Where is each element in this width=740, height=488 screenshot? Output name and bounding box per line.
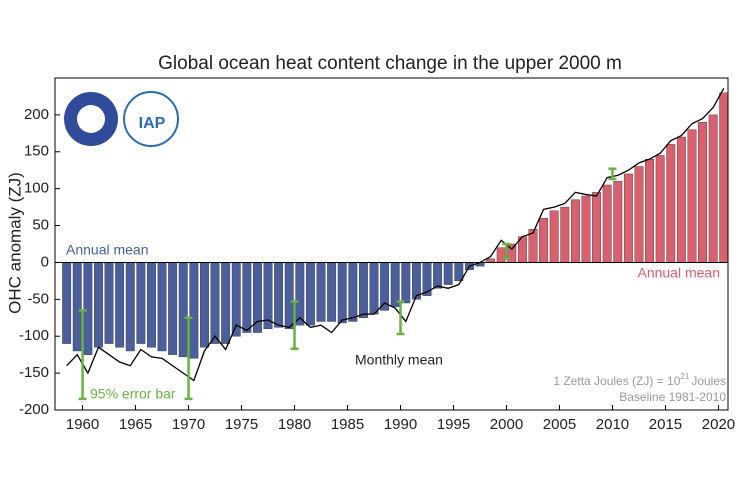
x-tick-label: 2015 [649, 416, 682, 433]
x-tick-label: 1985 [331, 416, 364, 433]
y-tick-label: 50 [32, 217, 49, 234]
x-tick-label: 1980 [278, 416, 311, 433]
y-tick-label: -150 [19, 364, 49, 381]
y-tick-label: 150 [24, 143, 49, 160]
y-tick-label: 100 [24, 180, 49, 197]
x-tick-label: 2020 [702, 416, 735, 433]
bar [316, 262, 326, 322]
bar [666, 144, 676, 263]
bar [136, 262, 146, 344]
y-tick-label: -200 [19, 401, 49, 418]
logo [123, 91, 179, 147]
error-bar [290, 300, 299, 351]
bar [263, 262, 273, 330]
error-bar [78, 309, 87, 401]
bar [539, 217, 549, 263]
bar [210, 262, 220, 344]
bar [72, 262, 82, 352]
bar [592, 192, 602, 263]
logos: IAP [64, 91, 179, 147]
bar [634, 166, 644, 263]
bar [242, 262, 252, 333]
bar [305, 262, 315, 326]
bar [698, 122, 708, 263]
bar [157, 262, 167, 352]
bar [348, 262, 358, 322]
bar [613, 181, 623, 263]
annotation: Monthly mean [355, 352, 443, 368]
note-part: 1 Zetta Joules (ZJ) = 10 [553, 374, 680, 388]
chart-title: Global ocean heat content change in the … [158, 53, 622, 74]
bar [178, 262, 188, 358]
error-bar [396, 300, 405, 336]
bar [719, 92, 729, 263]
bar [549, 210, 559, 263]
logo-text: IAP [139, 115, 166, 132]
error-bar [502, 242, 511, 261]
bar [411, 262, 421, 300]
annotation: Annual mean [637, 265, 720, 281]
annotation: 95% error bar [90, 386, 176, 402]
note-part: 21 [680, 372, 689, 381]
bar [327, 262, 337, 322]
annotation: Annual mean [66, 242, 149, 258]
bar [687, 129, 697, 263]
bar [602, 184, 612, 263]
error-bar [608, 167, 617, 181]
y-tick-label: 0 [41, 253, 49, 270]
note: Baseline 1981-2010 [619, 390, 726, 404]
x-tick-label: 2005 [543, 416, 576, 433]
bar [369, 262, 379, 315]
y-tick-label: 200 [24, 106, 49, 123]
x-tick-label: 1975 [225, 416, 258, 433]
bar [443, 262, 453, 285]
bar [221, 262, 231, 344]
bar [168, 262, 178, 355]
bar [433, 262, 443, 289]
bar [676, 136, 686, 263]
bar [274, 262, 284, 328]
y-tick-label: -50 [27, 290, 49, 307]
y-axis-label: OHC anomaly (ZJ) [5, 172, 24, 314]
bar [104, 262, 114, 344]
bar [581, 195, 591, 263]
bar [358, 262, 368, 318]
bar [390, 262, 400, 307]
bar [284, 262, 294, 330]
bar [708, 114, 718, 263]
logo [77, 105, 105, 133]
bar [147, 262, 156, 348]
x-tick-label: 1990 [384, 416, 417, 433]
x-tick-label: 2000 [490, 416, 523, 433]
bar [401, 262, 411, 304]
bar [645, 158, 655, 263]
bar [560, 206, 570, 263]
x-tick-label: 1965 [119, 416, 152, 433]
bar [623, 173, 633, 263]
x-tick-label: 1970 [172, 416, 205, 433]
bar [62, 262, 72, 344]
x-tick-label: 1960 [66, 416, 99, 433]
y-tick-label: -100 [19, 327, 49, 344]
bar [83, 262, 93, 355]
bar [125, 262, 135, 352]
x-tick-label: 2010 [596, 416, 629, 433]
bar [189, 262, 199, 359]
x-tick-label: 1995 [437, 416, 470, 433]
bar [115, 262, 125, 348]
bar [570, 199, 580, 263]
note: 1 Zetta Joules (ZJ) = 1021 Joules [553, 372, 726, 388]
error-bar [184, 316, 193, 401]
bar [94, 262, 103, 348]
bar [655, 155, 665, 263]
bar [486, 258, 496, 263]
bar [337, 262, 347, 324]
plot-frame [54, 77, 729, 411]
bar [496, 247, 506, 263]
note-part: Joules [691, 374, 726, 388]
bar [199, 262, 209, 348]
monthly-line [66, 88, 725, 382]
bar [295, 262, 305, 326]
